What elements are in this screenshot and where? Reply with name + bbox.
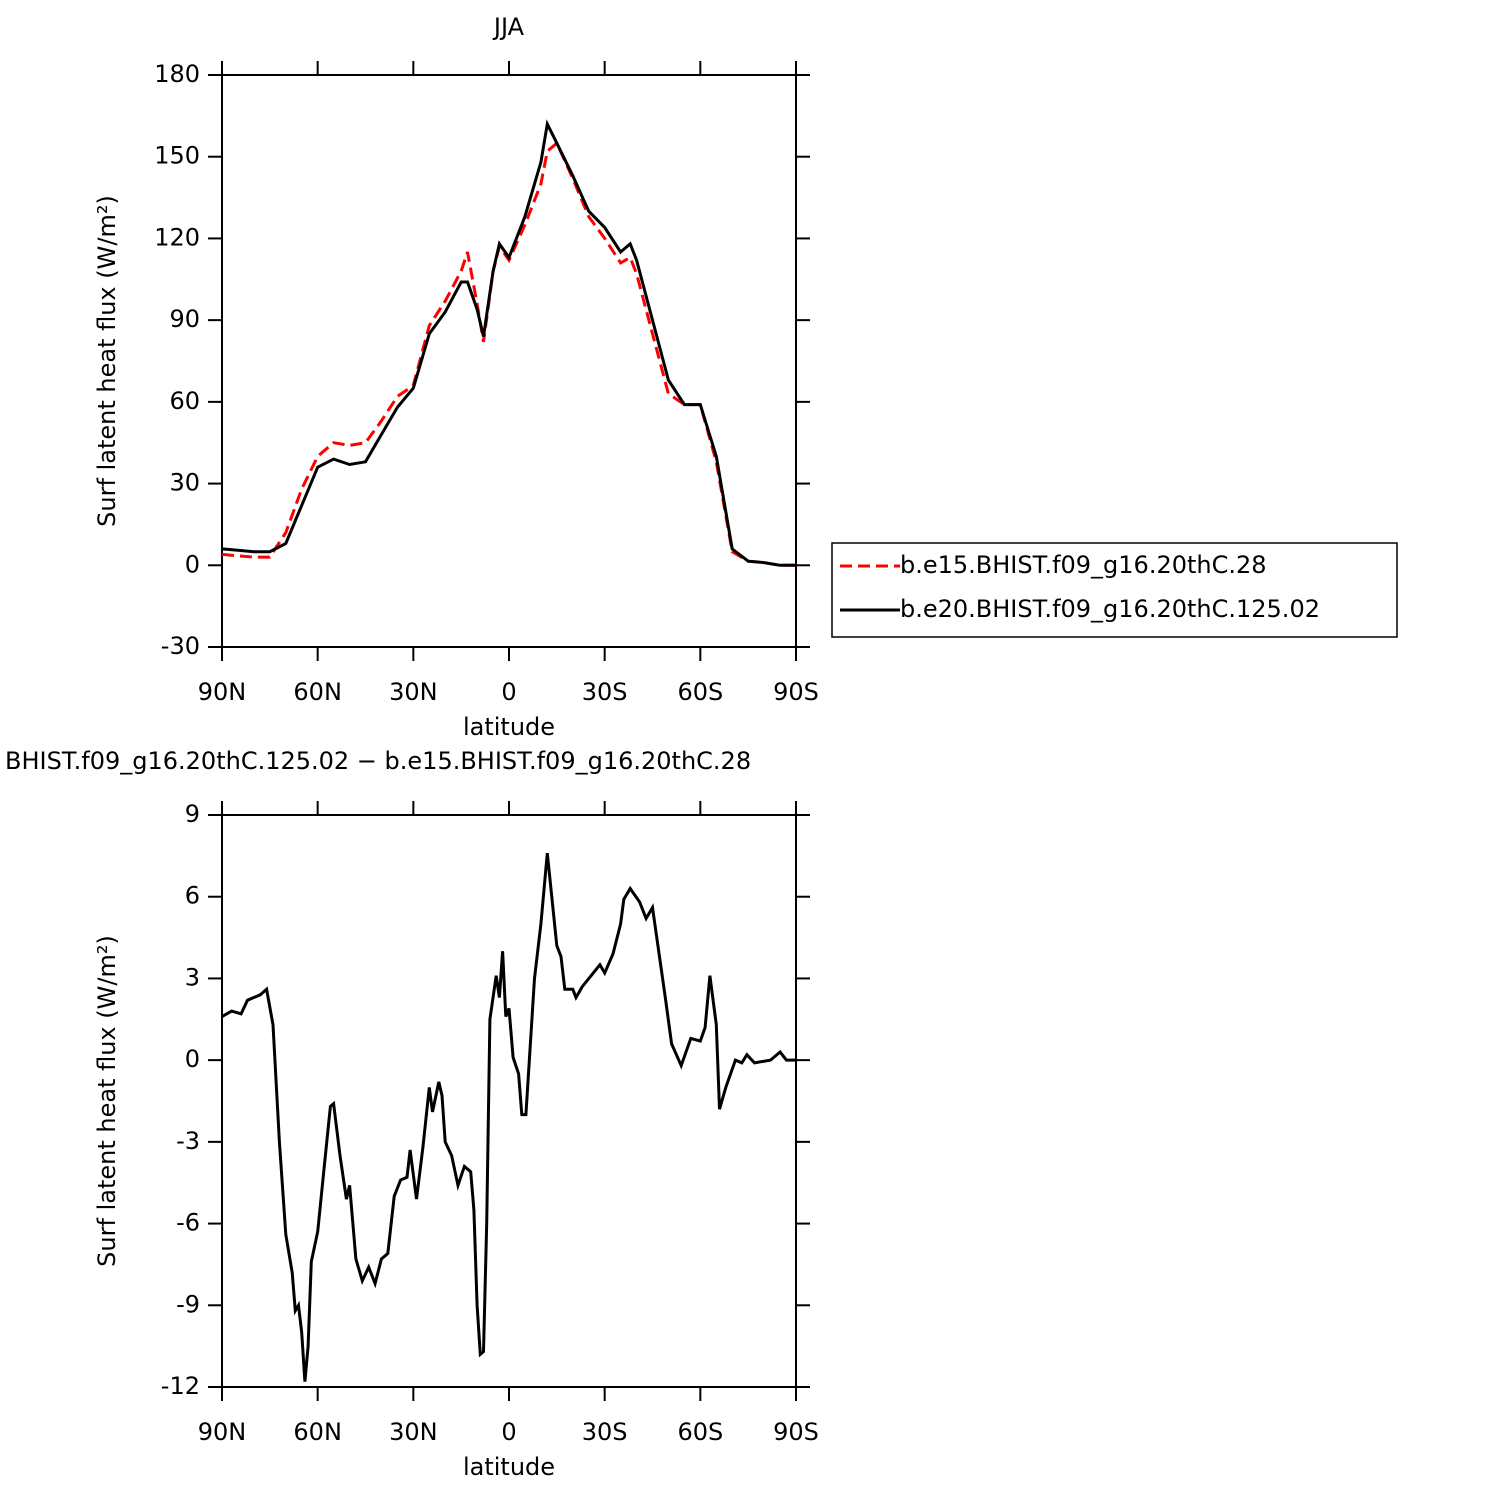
x-tick-label: 30N xyxy=(389,1418,438,1446)
chart-title: JJA xyxy=(492,13,525,41)
y-tick-label: -9 xyxy=(176,1290,200,1318)
y-tick-label: 180 xyxy=(154,60,200,88)
x-tick-label: 90N xyxy=(198,1418,247,1446)
data-line xyxy=(221,852,796,1382)
x-axis-label: latitude xyxy=(463,713,555,741)
y-tick-label: 30 xyxy=(169,469,200,497)
data-line xyxy=(221,140,796,567)
x-tick-label: 90S xyxy=(773,678,819,706)
x-tick-label: 0 xyxy=(501,678,516,706)
x-tick-label: 30N xyxy=(389,678,438,706)
x-tick-label: 60S xyxy=(677,678,723,706)
y-tick-label: -6 xyxy=(176,1209,200,1237)
legend-box xyxy=(831,542,1398,638)
y-tick-label: 120 xyxy=(154,223,200,251)
y-tick-label: 6 xyxy=(185,882,200,910)
y-tick-label: 0 xyxy=(185,550,200,578)
y-tick-label: 3 xyxy=(185,963,200,991)
y-tick-label: 9 xyxy=(185,800,200,828)
data-line xyxy=(221,119,796,567)
y-tick-label: -30 xyxy=(161,632,200,660)
x-axis-label: latitude xyxy=(463,1453,555,1481)
x-tick-label: 90N xyxy=(198,678,247,706)
y-tick-label: 0 xyxy=(185,1045,200,1073)
x-tick-label: 60N xyxy=(293,678,342,706)
y-tick-label: 60 xyxy=(169,387,200,415)
y-axis-label: Surf latent heat flux (W/m²) xyxy=(93,935,121,1267)
x-tick-label: 90S xyxy=(773,1418,819,1446)
x-tick-label: 0 xyxy=(501,1418,516,1446)
legend-label: b.e15.BHIST.f09_g16.20thC.28 xyxy=(900,551,1267,579)
x-tick-label: 60S xyxy=(677,1418,723,1446)
plot-frame xyxy=(221,74,797,648)
plot-frame xyxy=(221,814,797,1388)
chart-title: BHIST.f09_g16.20thC.125.02 − b.e15.BHIST… xyxy=(5,747,751,775)
y-axis-label: Surf latent heat flux (W/m²) xyxy=(93,195,121,527)
legend-label: b.e20.BHIST.f09_g16.20thC.125.02 xyxy=(900,595,1320,623)
x-tick-label: 30S xyxy=(582,678,628,706)
y-tick-label: -12 xyxy=(161,1372,200,1400)
y-tick-label: -3 xyxy=(176,1127,200,1155)
y-tick-label: 150 xyxy=(154,142,200,170)
x-tick-label: 30S xyxy=(582,1418,628,1446)
x-tick-label: 60N xyxy=(293,1418,342,1446)
y-tick-label: 90 xyxy=(169,305,200,333)
